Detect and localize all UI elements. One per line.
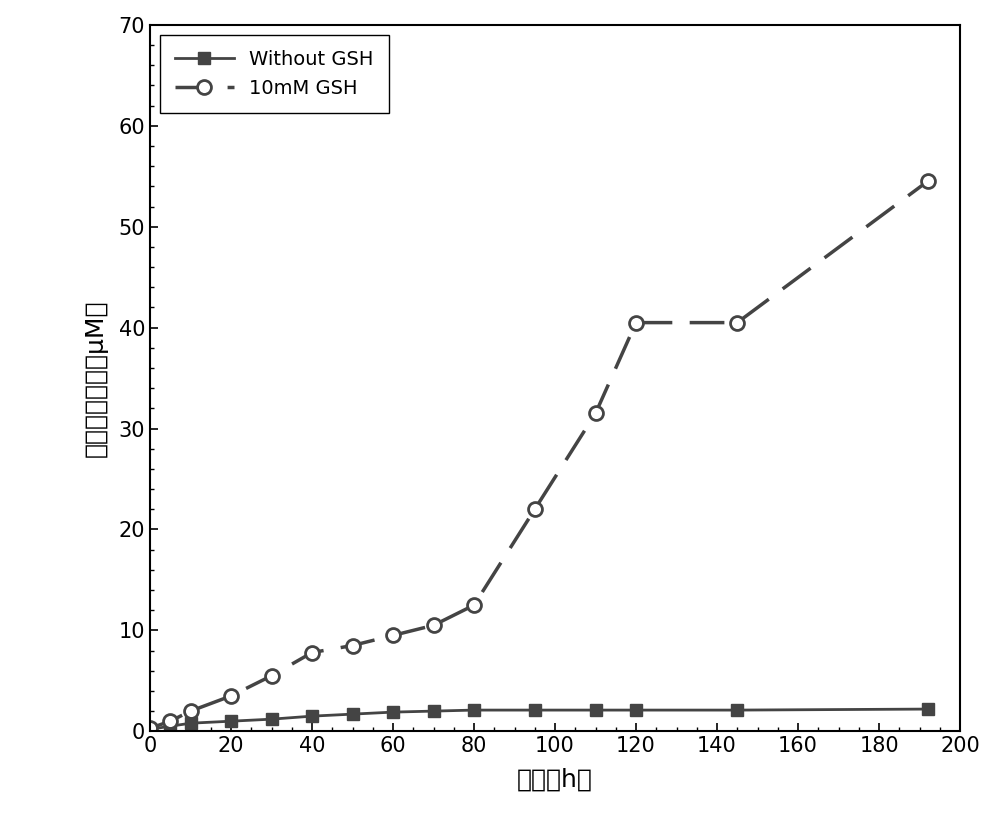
Legend: Without GSH, 10mM GSH: Without GSH, 10mM GSH (160, 35, 389, 114)
10mM GSH (346, 641, 358, 651)
Without GSH (529, 705, 541, 715)
10mM GSH (225, 691, 237, 701)
10mM GSH (590, 409, 602, 419)
X-axis label: 时间（h）: 时间（h） (517, 767, 593, 791)
Without GSH (468, 705, 480, 715)
Without GSH (184, 718, 196, 728)
Without GSH (164, 721, 176, 731)
10mM GSH (144, 723, 156, 733)
10mM GSH (630, 317, 642, 327)
10mM GSH (428, 620, 440, 630)
Without GSH (731, 705, 743, 715)
Without GSH (590, 705, 602, 715)
Y-axis label: 一氧化氮浓度（μM）: 一氧化氮浓度（μM） (83, 299, 107, 457)
10mM GSH (529, 504, 541, 514)
10mM GSH (468, 600, 480, 610)
Without GSH (346, 709, 358, 719)
Line: Without GSH: Without GSH (144, 704, 933, 735)
Without GSH (428, 706, 440, 716)
10mM GSH (922, 176, 934, 186)
10mM GSH (306, 647, 318, 657)
Without GSH (306, 711, 318, 721)
10mM GSH (266, 671, 278, 681)
10mM GSH (731, 317, 743, 327)
Line: 10mM GSH: 10mM GSH (143, 175, 935, 735)
10mM GSH (184, 706, 196, 716)
Without GSH (225, 716, 237, 726)
Without GSH (266, 714, 278, 724)
Without GSH (630, 705, 642, 715)
10mM GSH (164, 716, 176, 726)
10mM GSH (387, 631, 399, 641)
Without GSH (144, 725, 156, 735)
Without GSH (387, 707, 399, 717)
Without GSH (922, 704, 934, 714)
